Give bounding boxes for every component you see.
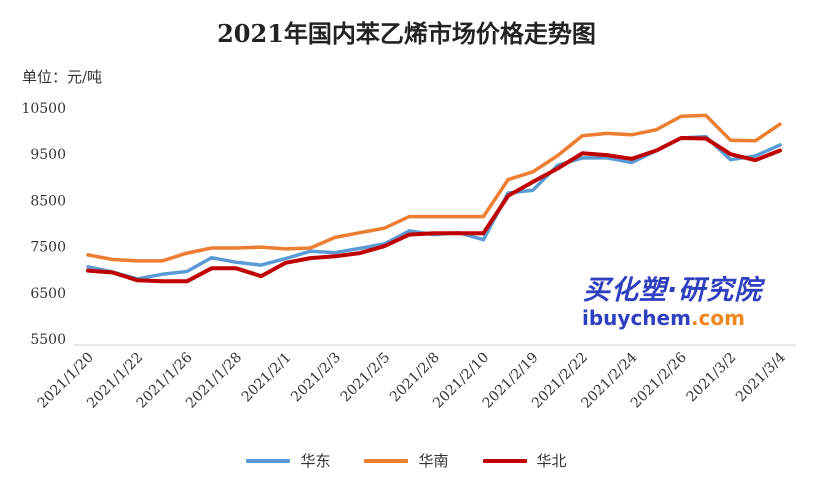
y-tick-label: 8500 <box>30 193 66 209</box>
y-axis: 5500 6500 7500 8500 9500 10500 <box>21 101 66 348</box>
legend-label: 华北 <box>536 452 567 470</box>
legend-item: 华东 <box>246 450 330 471</box>
legend-swatch <box>364 458 409 463</box>
series-line-1 <box>86 134 782 281</box>
legend-label: 华东 <box>300 452 331 470</box>
series-line-3 <box>86 136 782 284</box>
watermark-site-tld: .com <box>690 306 745 330</box>
x-tick-label: 2021/3/2 <box>684 350 740 406</box>
watermark-brand: 买化塑·研究院 <box>583 275 763 306</box>
x-axis: 2021/1/202021/1/222021/1/262021/1/282021… <box>35 344 796 412</box>
watermark-site: ibuychem.com <box>582 306 745 330</box>
y-tick-label: 6500 <box>30 286 66 302</box>
x-tick-label: 2021/2/1 <box>239 350 295 406</box>
watermark-site-main: ibuychem <box>582 306 691 330</box>
legend: 华东 华南 华北 <box>0 450 813 471</box>
x-tick-label: 2021/2/3 <box>288 350 344 406</box>
y-tick-label: 5500 <box>30 332 66 348</box>
series-group <box>86 113 782 284</box>
x-tick-label: 2021/2/5 <box>338 350 394 406</box>
y-tick-label: 7500 <box>30 240 66 256</box>
legend-swatch <box>482 458 527 463</box>
unit-label: 单位：元/吨 <box>22 68 103 86</box>
legend-label: 华南 <box>418 452 449 470</box>
legend-item: 华北 <box>482 450 567 471</box>
legend-item: 华南 <box>364 450 449 471</box>
chart-title: 2021年国内苯乙烯市场价格走势图 <box>217 19 596 48</box>
series-line-2 <box>86 113 782 263</box>
y-tick-label: 9500 <box>30 147 66 163</box>
x-tick-label: 2021/3/4 <box>733 349 789 405</box>
legend-swatch <box>246 458 291 463</box>
y-tick-label: 10500 <box>21 101 66 117</box>
